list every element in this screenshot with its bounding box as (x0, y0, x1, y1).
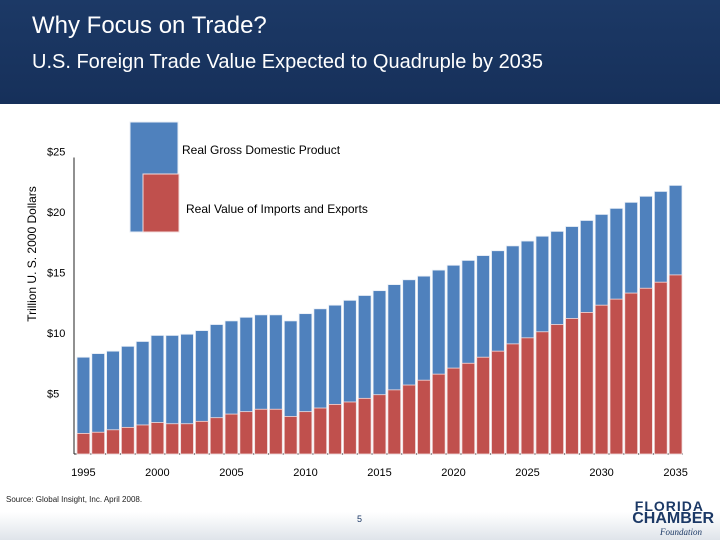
logo-text-chamber: CHAMBER (632, 510, 714, 527)
trade-bar (165, 423, 180, 455)
trade-bar (505, 343, 520, 455)
trade-bar (535, 331, 550, 455)
trade-chart: $5 $10 $15 $20 $25 1995 2000 2005 2010 2015 2020 20… (25, 121, 688, 479)
trade-bar (476, 356, 490, 455)
trade-bar (624, 292, 638, 455)
trade-bar (313, 407, 328, 455)
trade-bar (269, 408, 283, 455)
logo-text-foundation: Foundation (660, 527, 702, 537)
trade-bar (195, 420, 209, 455)
trade-bar (121, 426, 135, 455)
page-title: Why Focus on Trade? (32, 12, 267, 39)
trade-bar (550, 324, 564, 455)
footer-bar (0, 512, 720, 540)
trade-bar (254, 408, 268, 455)
trade-bar (239, 411, 254, 455)
trade-bar (431, 373, 446, 455)
x-tick-label: 2025 (515, 467, 539, 479)
legend-trade-swatch (142, 173, 180, 233)
trade-bar (343, 401, 357, 455)
trade-bar (135, 424, 150, 455)
trade-bar (224, 413, 239, 455)
trade-bar (150, 422, 165, 455)
page-number: 5 (357, 514, 363, 524)
y-tick-label: $5 (47, 389, 59, 401)
florida-chamber-logo: FLORIDA CHAMBER Foundation (612, 498, 718, 538)
trade-bar (283, 416, 298, 455)
x-tick-label: 2005 (219, 467, 243, 479)
trade-bar (461, 362, 476, 455)
legend-trade-label: Real Value of Imports and Exports (186, 202, 368, 216)
legend-gdp-label: Real Gross Domestic Product (182, 143, 341, 157)
trade-bar (668, 274, 683, 455)
trade-bar (639, 287, 653, 455)
trade-bar (579, 312, 594, 455)
y-tick-label: $25 (47, 147, 65, 159)
trade-bar (298, 411, 313, 455)
y-tick-label: $10 (47, 328, 65, 340)
trade-bar (594, 304, 609, 455)
trade-bar (417, 379, 431, 455)
logo-text-florida: FLORIDA (634, 498, 704, 514)
trade-bar (328, 403, 342, 455)
x-tick-label: 1995 (71, 467, 95, 479)
x-tick-label: 2035 (663, 467, 687, 479)
trade-bar (372, 394, 387, 455)
y-tick-label: $15 (47, 268, 65, 280)
trade-bar (387, 389, 402, 455)
trade-bar (653, 281, 668, 455)
source-note: Source: Global Insight, Inc. April 2008. (6, 495, 143, 504)
trade-bar (106, 429, 120, 455)
trade-bar (76, 433, 91, 455)
y-axis-title: Trillion U. S. 2000 Dollars (25, 186, 39, 322)
header-banner: Why Focus on Trade? U.S. Foreign Trade V… (0, 0, 720, 104)
x-tick-label: 2030 (589, 467, 613, 479)
trade-bar (180, 423, 194, 455)
x-tick-label: 2010 (293, 467, 317, 479)
x-tick-label: 2020 (441, 467, 465, 479)
trade-bar (357, 397, 372, 455)
y-tick-label: $20 (47, 207, 65, 219)
trade-bar (402, 384, 416, 455)
trade-bar (609, 298, 624, 455)
trade-bar (209, 417, 224, 455)
x-tick-label: 2000 (145, 467, 169, 479)
trade-bar (91, 431, 106, 455)
trade-bar (491, 350, 505, 455)
trade-bar (565, 318, 579, 455)
trade-bar (446, 367, 461, 455)
page-subtitle: U.S. Foreign Trade Value Expected to Qua… (32, 51, 544, 73)
x-tick-label: 2015 (367, 467, 391, 479)
trade-bar (520, 337, 535, 455)
